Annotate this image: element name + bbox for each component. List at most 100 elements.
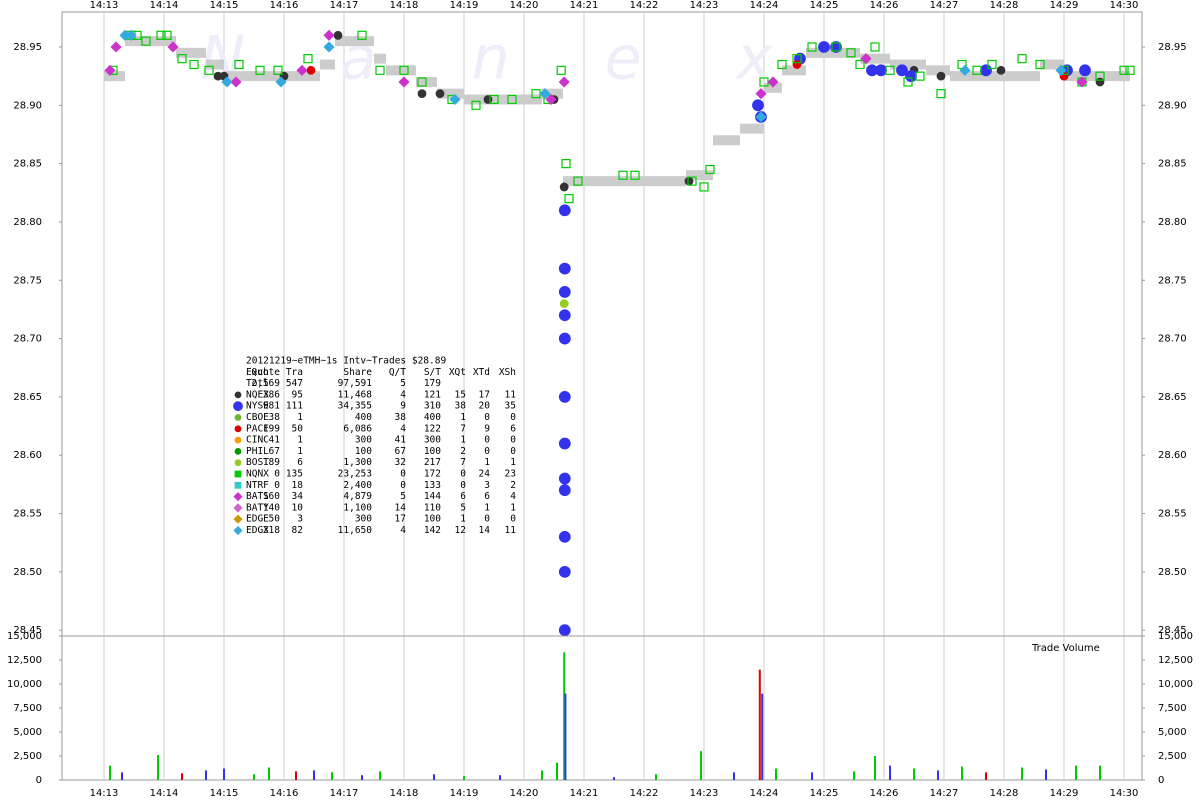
y-tick-label: 28.60 xyxy=(13,450,42,461)
trade-point xyxy=(860,53,872,65)
legend-marker xyxy=(234,470,242,478)
y-tick-label: 2,500 xyxy=(13,751,42,762)
table-cell: 1 xyxy=(484,457,490,468)
table-cell: 5 xyxy=(400,378,406,389)
table-cell: 400 xyxy=(424,412,441,423)
trade-point xyxy=(204,65,214,75)
volume-bar xyxy=(1045,769,1047,780)
table-cell: 135 xyxy=(286,469,303,480)
table-cell: 4,879 xyxy=(343,491,372,502)
y-tick-label: 28.45 xyxy=(1158,625,1187,636)
legend-marker xyxy=(234,425,242,433)
trade-point xyxy=(558,76,570,88)
table-cell: 95 xyxy=(292,389,303,400)
volume-bar xyxy=(775,768,777,780)
trade-point xyxy=(1125,65,1135,75)
trade-point xyxy=(125,29,137,41)
table-cell: 0 xyxy=(510,446,516,457)
y-tick-label: 28.50 xyxy=(13,567,42,578)
trade-point xyxy=(618,170,628,180)
table-cell: 121 xyxy=(424,389,441,400)
trade-point xyxy=(471,100,481,110)
x-tick-label: 14:26 xyxy=(870,0,899,11)
table-cell: 23,253 xyxy=(338,469,372,480)
trade-point xyxy=(558,286,571,298)
table-cell: 179 xyxy=(424,378,441,389)
x-tick-label: 14:25 xyxy=(810,788,839,799)
trade-point xyxy=(417,89,427,99)
trade-point xyxy=(558,332,571,345)
trade-point xyxy=(357,30,367,40)
legend-marker xyxy=(233,492,243,502)
table-cell: 15 xyxy=(455,389,466,400)
table-cell: 7 xyxy=(460,423,466,434)
trade-point xyxy=(221,76,233,88)
table-cell: 140 xyxy=(263,502,280,513)
table-cell: 38 xyxy=(269,412,281,423)
table-cell: 0 xyxy=(510,514,516,525)
table-header: Q/T xyxy=(389,367,406,378)
table-cell: 0 xyxy=(460,469,466,480)
trade-point xyxy=(449,93,461,106)
volume-bar xyxy=(109,765,111,780)
table-cell: 0 xyxy=(400,480,406,491)
volume-bar xyxy=(700,751,702,780)
trade-point xyxy=(1055,64,1067,76)
y-tick-label: 28.75 xyxy=(1158,275,1187,286)
table-cell: 0 xyxy=(460,480,466,491)
table-cell: 110 xyxy=(424,502,441,513)
legend-marker xyxy=(234,459,242,467)
table-cell: 67 xyxy=(269,446,280,457)
table-cell: 0 xyxy=(484,435,490,446)
table-cell: NQEX xyxy=(246,389,269,400)
y-tick-label: 28.65 xyxy=(13,392,42,403)
y-tick-label: 0 xyxy=(36,775,42,786)
x-tick-label: 14:19 xyxy=(450,0,479,11)
x-tick-label: 14:25 xyxy=(810,0,839,11)
table-cell: 0 xyxy=(484,514,490,525)
trade-point xyxy=(705,164,715,175)
trade-point xyxy=(104,64,116,76)
table-cell: 160 xyxy=(263,491,280,502)
trade-point xyxy=(885,65,895,75)
table-cell: NQNX xyxy=(246,469,269,480)
x-tick-label: 14:14 xyxy=(150,788,179,799)
table-cell: 7 xyxy=(460,457,466,468)
x-tick-label: 14:28 xyxy=(990,0,1019,11)
legend-marker xyxy=(233,401,243,412)
table-cell: 1 xyxy=(484,502,490,513)
table-cell: 0 xyxy=(484,412,490,423)
volume-bar xyxy=(499,775,501,780)
trade-point xyxy=(915,71,925,81)
table-cell: Totl xyxy=(246,378,269,389)
table-cell: 981 xyxy=(263,401,280,412)
table-cell: 17 xyxy=(395,514,406,525)
table-cell: 6 xyxy=(460,491,466,502)
x-tick-label: 14:18 xyxy=(390,788,419,799)
trade-point xyxy=(556,65,566,75)
trade-point xyxy=(306,65,316,75)
table-cell: 172 xyxy=(424,469,441,480)
trade-point xyxy=(972,65,982,75)
trade-point xyxy=(558,437,571,450)
trade-point xyxy=(558,624,571,637)
trade-point xyxy=(189,59,199,70)
trade-point xyxy=(230,76,242,88)
table-cell: 4 xyxy=(400,423,406,434)
y-tick-label: 5,000 xyxy=(13,727,42,738)
table-cell: 20 xyxy=(479,401,491,412)
legend-marker xyxy=(234,481,242,489)
watermark: Nanex xyxy=(200,24,867,94)
trade-point xyxy=(755,111,767,123)
trade-point xyxy=(483,95,493,104)
trade-point xyxy=(398,76,410,88)
table-cell: 111 xyxy=(286,401,303,412)
table-cell: 122 xyxy=(424,423,441,434)
legend-marker xyxy=(234,391,242,399)
trade-point xyxy=(905,70,917,83)
trade-point xyxy=(561,159,571,169)
table-cell: 1 xyxy=(297,412,303,423)
table-cell: 199 xyxy=(263,423,280,434)
legend-marker xyxy=(234,414,242,421)
volume-bar xyxy=(268,767,270,780)
